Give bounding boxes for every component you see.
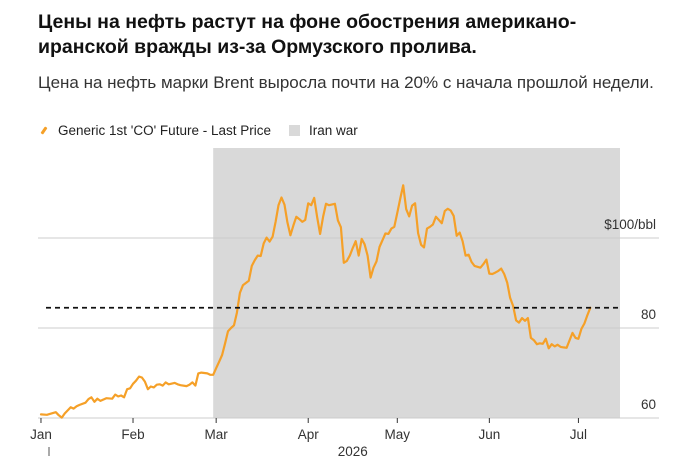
x-tick-label: Jun — [478, 427, 500, 442]
x-tick-label: Jan — [30, 427, 52, 442]
x-tick-label: Mar — [205, 427, 229, 442]
y-tick-label: $100/bbl — [604, 217, 656, 232]
legend-label-iran-war: Iran war — [308, 123, 358, 138]
iran-war-band — [213, 148, 620, 418]
legend: Generic 1st 'CO' Future - Last Price Ira… — [38, 123, 376, 138]
x-tick-label: Feb — [121, 427, 144, 442]
legend-item-iran-war: Iran war — [288, 123, 358, 138]
legend-label-price: Generic 1st 'CO' Future - Last Price — [58, 123, 271, 138]
series-line-brent — [39, 184, 592, 419]
band-swatch-icon — [288, 125, 300, 136]
y-tick-label: 80 — [641, 307, 656, 322]
legend-item-price: Generic 1st 'CO' Future - Last Price — [38, 123, 271, 138]
x-tick-label: Jul — [570, 427, 587, 442]
x-tick-label: Apr — [298, 427, 320, 442]
x-axis-year-label: 2026 — [338, 444, 368, 459]
chart-title: Цены на нефть растут на фоне обострения … — [38, 11, 577, 58]
chart-subtitle: Цена на нефть марки Brent выросла почти … — [38, 73, 654, 92]
x-tick-label: May — [385, 427, 411, 442]
y-tick-label: 60 — [641, 397, 656, 412]
